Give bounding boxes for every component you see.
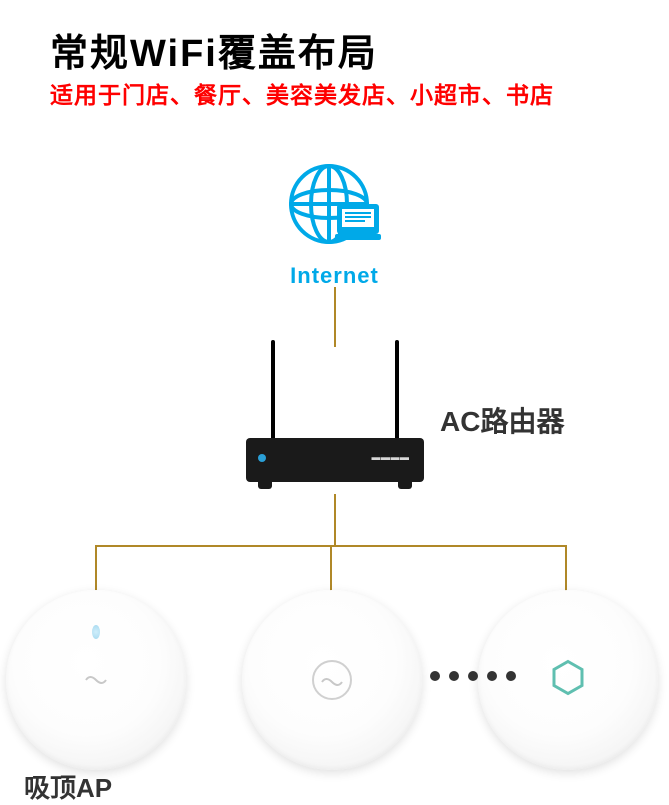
connection-line-down — [334, 494, 336, 545]
router-node: ▬▬▬▬ — [246, 340, 424, 384]
page-subtitle: 适用于门店、餐厅、美容美发店、小超市、书店 — [50, 76, 554, 110]
internet-label: Internet — [287, 263, 383, 289]
connection-drop-1 — [95, 545, 97, 592]
hexagon-icon — [549, 659, 587, 697]
dot-icon — [430, 671, 440, 681]
ceiling-ap-2 — [242, 590, 422, 770]
router-brand-text: ▬▬▬▬ — [372, 452, 410, 462]
dot-icon — [487, 671, 497, 681]
page-title: 常规WiFi覆盖布局 — [50, 22, 378, 77]
connection-line-top — [334, 287, 336, 347]
router-foot-left — [258, 482, 272, 489]
wave-icon — [321, 674, 343, 686]
wave-icon — [85, 672, 107, 684]
dot-icon — [506, 671, 516, 681]
dot-icon — [468, 671, 478, 681]
ap-label: 吸顶AP — [24, 768, 112, 805]
ap-ring-icon — [312, 660, 352, 700]
router-foot-right — [398, 482, 412, 489]
globe-computer-icon — [287, 160, 383, 256]
antenna-left-icon — [271, 340, 275, 440]
ap-led-icon — [92, 625, 100, 639]
connection-drop-2 — [330, 545, 332, 592]
ellipsis-dots — [430, 671, 516, 681]
internet-node: Internet — [287, 160, 383, 289]
router-led-icon — [258, 454, 266, 462]
ceiling-ap-1 — [6, 590, 186, 770]
router-label: AC路由器 — [440, 400, 564, 440]
connection-drop-3 — [565, 545, 567, 592]
antenna-right-icon — [395, 340, 399, 440]
dot-icon — [449, 671, 459, 681]
router-body: ▬▬▬▬ — [246, 438, 424, 482]
